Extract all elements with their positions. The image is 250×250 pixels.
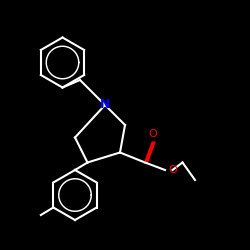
Text: O: O bbox=[148, 129, 157, 139]
Text: O: O bbox=[169, 165, 177, 175]
Text: N: N bbox=[100, 98, 110, 112]
